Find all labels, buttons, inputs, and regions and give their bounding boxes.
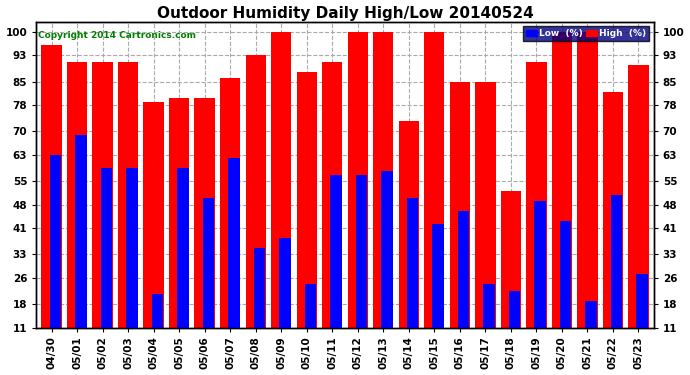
- Bar: [228, 158, 239, 327]
- Bar: [118, 62, 139, 327]
- Bar: [373, 32, 393, 327]
- Bar: [271, 32, 291, 327]
- Bar: [509, 291, 520, 327]
- Bar: [305, 284, 316, 327]
- Bar: [50, 154, 61, 327]
- Bar: [382, 171, 393, 327]
- Bar: [399, 122, 419, 327]
- Bar: [279, 238, 290, 327]
- Bar: [254, 248, 265, 327]
- Bar: [297, 72, 317, 327]
- Bar: [41, 45, 62, 327]
- Bar: [356, 175, 367, 327]
- Bar: [484, 284, 495, 327]
- Bar: [560, 221, 571, 327]
- Bar: [246, 55, 266, 327]
- Bar: [611, 195, 622, 327]
- Bar: [92, 62, 113, 327]
- Bar: [144, 102, 164, 327]
- Bar: [126, 168, 138, 327]
- Bar: [535, 201, 546, 327]
- Bar: [475, 81, 495, 327]
- Bar: [195, 98, 215, 327]
- Text: Copyright 2014 Cartronics.com: Copyright 2014 Cartronics.com: [37, 31, 195, 40]
- Bar: [585, 301, 597, 327]
- Bar: [407, 198, 418, 327]
- Bar: [628, 65, 649, 327]
- Bar: [203, 198, 215, 327]
- Bar: [636, 274, 648, 327]
- Bar: [424, 32, 444, 327]
- Bar: [450, 81, 470, 327]
- Legend: Low  (%), High  (%): Low (%), High (%): [523, 26, 649, 40]
- Bar: [526, 62, 546, 327]
- Bar: [331, 175, 342, 327]
- Bar: [577, 32, 598, 327]
- Bar: [67, 62, 88, 327]
- Bar: [75, 135, 87, 327]
- Bar: [152, 294, 164, 327]
- Bar: [101, 168, 112, 327]
- Bar: [551, 32, 572, 327]
- Bar: [458, 211, 469, 327]
- Bar: [322, 62, 342, 327]
- Bar: [348, 32, 368, 327]
- Bar: [177, 168, 189, 327]
- Bar: [169, 98, 189, 327]
- Bar: [501, 191, 521, 327]
- Bar: [433, 225, 444, 327]
- Title: Outdoor Humidity Daily High/Low 20140524: Outdoor Humidity Daily High/Low 20140524: [157, 6, 533, 21]
- Bar: [602, 92, 623, 327]
- Bar: [220, 78, 240, 327]
